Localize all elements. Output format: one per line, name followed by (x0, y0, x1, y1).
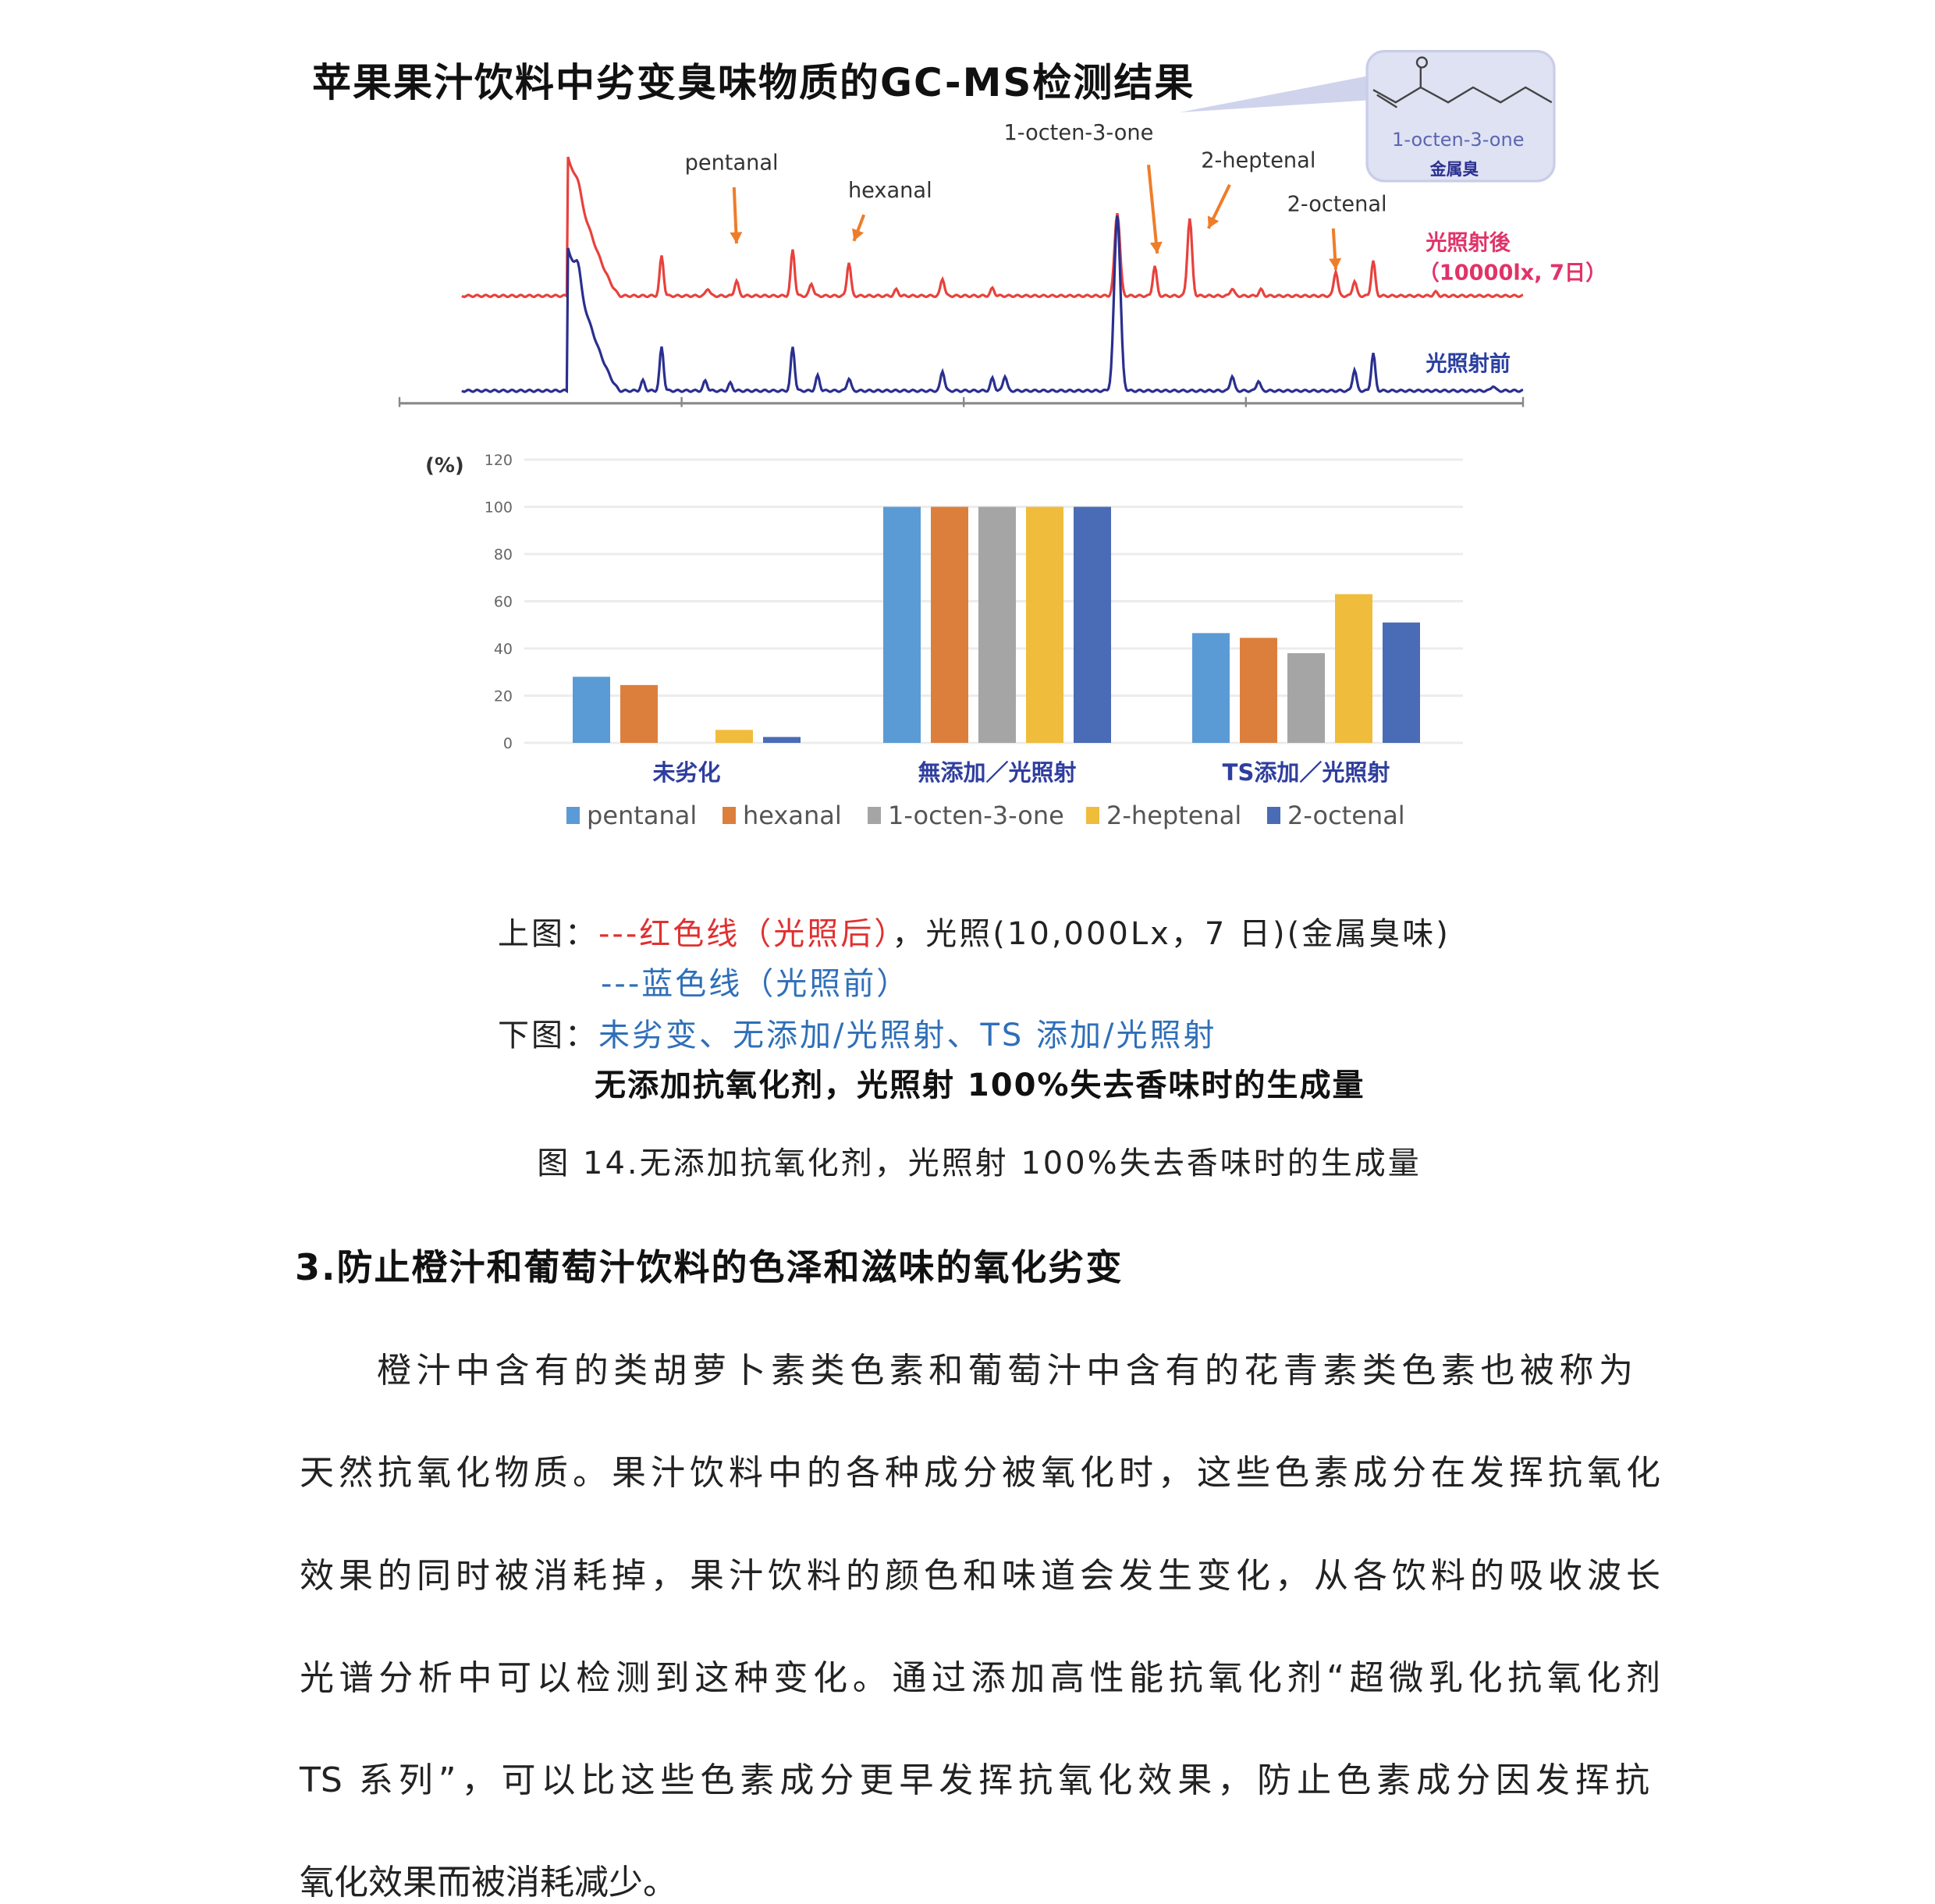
peak-arrow-icon (1147, 165, 1159, 254)
y-tick-label: 40 (494, 641, 513, 658)
peak-label-1-octen-3-one: 1-octen-3-one (1003, 121, 1153, 145)
legend-label: 1-octen-3-one (888, 801, 1064, 830)
bar-2-octenal (763, 737, 801, 743)
caption-bold-line: 无添加抗氧化剂，光照射 100%失去香味时的生成量 (595, 1067, 1365, 1103)
y-tick-label: 0 (503, 735, 513, 752)
caption-lower-prefix: 下图： (498, 1018, 598, 1053)
y-tick-label: 100 (485, 499, 513, 517)
legend-label: pentanal (587, 801, 697, 830)
molecule-structure-icon (1372, 86, 1553, 104)
callout-pointer (1180, 75, 1373, 112)
y-tick-label: 80 (494, 546, 513, 563)
bar-pentanal (883, 506, 921, 743)
category-label: 未劣化 (652, 759, 720, 786)
caption-lower-categories: 未劣变、无添加/光照射、TS 添加/光照射 (598, 1018, 1217, 1053)
inset-compound-label: 1-octen-3-one (1392, 129, 1524, 151)
bar-2-octenal (1383, 622, 1420, 743)
legend-label: 2-octenal (1287, 801, 1405, 830)
series-label-condition: （10000lx, 7日） (1418, 261, 1607, 285)
legend-label: 2-heptenal (1106, 801, 1241, 830)
category-label: TS添加／光照射 (1223, 759, 1390, 786)
bar-2-heptenal (715, 730, 753, 743)
y-tick-label: 60 (494, 594, 513, 611)
legend-swatch (868, 807, 881, 824)
caption-blue-line: ---蓝色线（光照前） (601, 966, 911, 1002)
bar-1-octen-3-one (978, 506, 1016, 743)
y-tick-label: 20 (494, 688, 513, 705)
bar-hexanal (620, 684, 658, 743)
y-tick-label: 120 (485, 452, 513, 469)
legend-swatch (566, 807, 580, 824)
peak-label-2-octenal: 2-octenal (1287, 192, 1387, 216)
inset-note-label: 金属臭 (1429, 160, 1479, 179)
series-label-before: 光照射前 (1425, 351, 1511, 376)
caption-upper-rest: ，光照(10,000Lx，7 日)(金属臭味) (892, 916, 1450, 952)
legend-label: hexanal (743, 801, 842, 830)
bar-2-heptenal (1026, 506, 1063, 743)
trace-before-light (461, 215, 1524, 394)
bar-hexanal (931, 506, 968, 743)
bar-hexanal (1240, 638, 1277, 743)
peak-label-pentanal: pentanal (685, 151, 779, 176)
series-label-after: 光照射後 (1425, 231, 1511, 255)
legend-swatch (1086, 807, 1099, 824)
figure-title: 苹果果汁饮料中劣变臭味物质的GC-MS检测结果 (312, 60, 1195, 105)
paragraph-line: 效果的同时被消耗掉，果汁饮料的颜色和味道会发生变化，从各饮料的吸收波长 (300, 1556, 1660, 1596)
paragraph-line: 天然抗氧化物质。果汁饮料中的各种成分被氧化时，这些色素成分在发挥抗氧化 (300, 1453, 1660, 1493)
bar-pentanal (1192, 633, 1230, 743)
bar-2-octenal (1074, 506, 1111, 743)
category-label: 無添加／光照射 (918, 759, 1076, 786)
bar-1-octen-3-one (1287, 653, 1325, 743)
legend-swatch (1267, 807, 1280, 824)
caption-red-line: ---红色线（光照后） (598, 916, 893, 952)
y-axis-unit: (%) (425, 454, 464, 478)
bar-pentanal (573, 677, 610, 743)
bar-chart: (%) 0 20 40 60 80 100 120 未劣化 無添加／光照射 TS添加／光照射 p… (425, 452, 1463, 830)
bar-2-heptenal (1335, 594, 1372, 743)
trace-after-light (461, 156, 1524, 299)
chromatogram: 1-octen-3-one 金属臭 pentanal hexanal 1-oct… (362, 50, 1607, 418)
caption-lower: 下图：未劣变、无添加/光照射、TS 添加/光照射 (498, 1010, 1217, 1055)
caption-upper-prefix: 上图： (498, 916, 598, 952)
legend-swatch (723, 807, 736, 824)
peak-label-2-heptenal: 2-heptenal (1201, 148, 1315, 172)
paragraph-line: TS 系列”，可以比这些色素成分更早发挥抗氧化效果，防止色素成分因发挥抗 (300, 1760, 1649, 1800)
structure-inset (1365, 50, 1556, 183)
section-heading: 3.防止橙汁和葡萄汁饮料的色泽和滋味的氧化劣变 (295, 1246, 1124, 1288)
paragraph-line: 光谱分析中可以检测到这种变化。通过添加高性能抗氧化剂“超微乳化抗氧化剂 (300, 1658, 1660, 1698)
figure-caption: 图 14.无添加抗氧化剂，光照射 100%失去香味时的生成量 (537, 1146, 1422, 1181)
paragraph-line: 氧化效果而被消耗减少。 (300, 1863, 677, 1902)
caption-upper: 上图：---红色线（光照后），光照(10,000Lx，7 日)(金属臭味) (498, 908, 1450, 954)
paragraph-line: 橙汁中含有的类胡萝卜素类色素和葡萄汁中含有的花青素类色素也被称为 (377, 1351, 1633, 1391)
peak-label-hexanal: hexanal (848, 179, 932, 203)
